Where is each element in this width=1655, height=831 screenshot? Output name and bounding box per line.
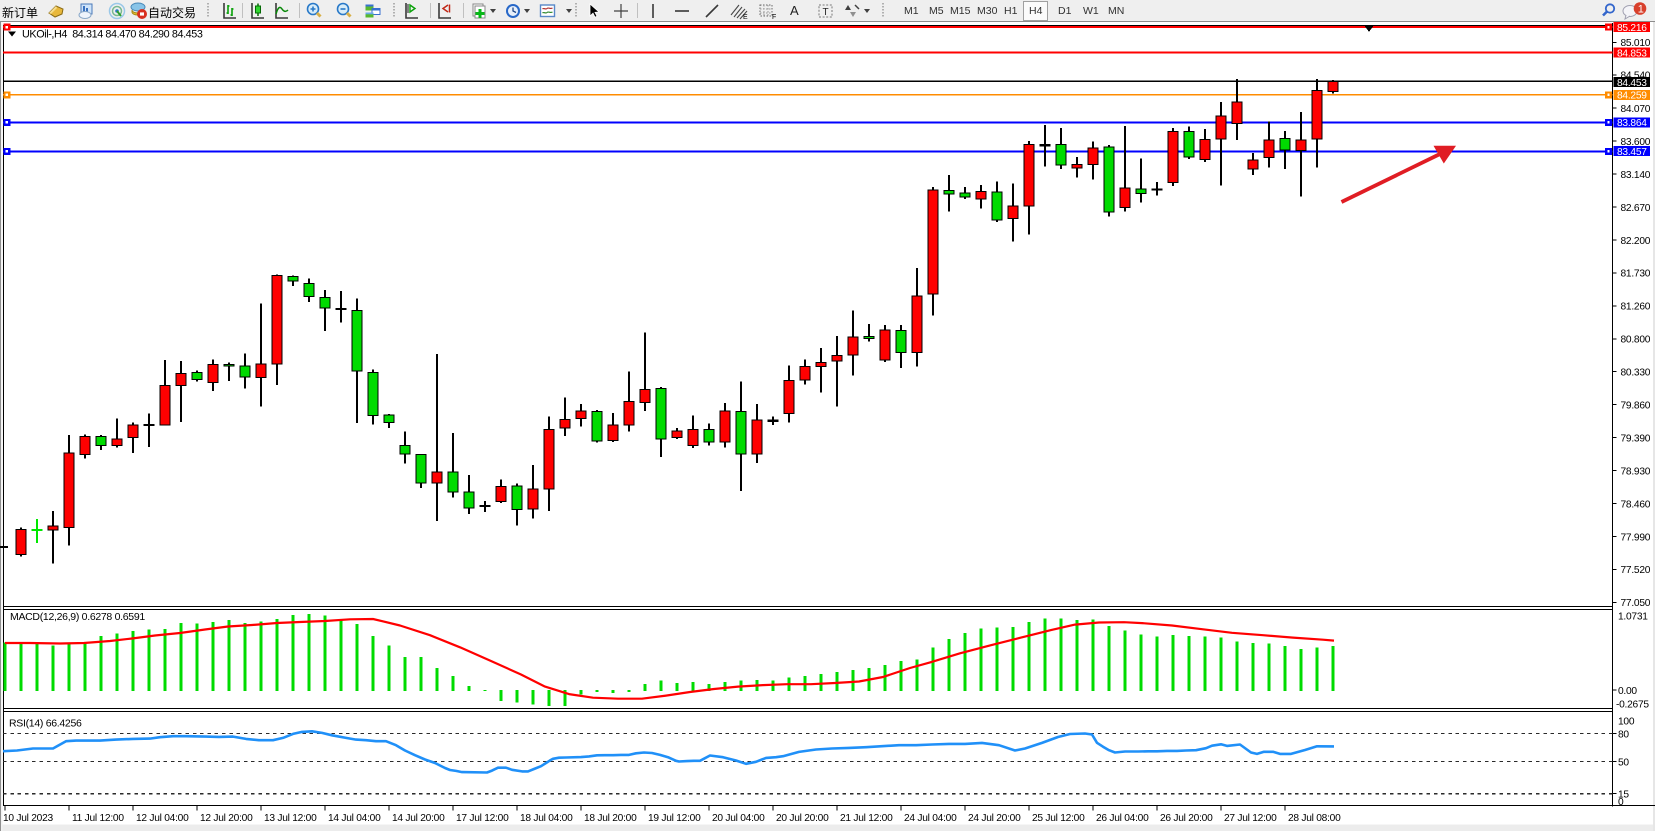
svg-text:83.600: 83.600	[1621, 137, 1651, 148]
svg-text:79.860: 79.860	[1621, 401, 1651, 412]
svg-text:F: F	[772, 14, 776, 20]
svg-text:12 Jul 04:00: 12 Jul 04:00	[136, 813, 189, 824]
svg-text:85.216: 85.216	[1617, 23, 1647, 34]
svg-text:0: 0	[1618, 797, 1624, 808]
svg-text:12 Jul 20:00: 12 Jul 20:00	[200, 813, 253, 824]
svg-text:18 Jul 04:00: 18 Jul 04:00	[520, 813, 573, 824]
svg-text:RSI(14) 66.4256: RSI(14) 66.4256	[9, 717, 82, 729]
svg-text:78.930: 78.930	[1621, 466, 1651, 477]
svg-text:77.990: 77.990	[1621, 532, 1651, 543]
svg-text:19 Jul 12:00: 19 Jul 12:00	[648, 813, 701, 824]
svg-text:80: 80	[1618, 729, 1629, 740]
svg-text:77.520: 77.520	[1621, 565, 1651, 576]
svg-text:14 Jul 04:00: 14 Jul 04:00	[328, 813, 381, 824]
svg-text:82.200: 82.200	[1621, 236, 1651, 247]
svg-text:21 Jul 12:00: 21 Jul 12:00	[840, 813, 893, 824]
svg-text:0.00: 0.00	[1618, 686, 1637, 697]
svg-text:84.853: 84.853	[1617, 48, 1647, 59]
svg-text:77.050: 77.050	[1621, 598, 1651, 609]
svg-text:83.864: 83.864	[1617, 118, 1647, 129]
svg-text:84.453: 84.453	[1617, 78, 1647, 89]
svg-text:T: T	[823, 7, 829, 18]
svg-text:25 Jul 12:00: 25 Jul 12:00	[1032, 813, 1085, 824]
svg-text:83.140: 83.140	[1621, 170, 1651, 181]
svg-text:80.800: 80.800	[1621, 335, 1651, 346]
svg-text:78.460: 78.460	[1621, 499, 1651, 510]
svg-text:17 Jul 12:00: 17 Jul 12:00	[456, 813, 509, 824]
svg-text:18 Jul 20:00: 18 Jul 20:00	[584, 813, 637, 824]
svg-text:80.330: 80.330	[1621, 368, 1651, 379]
svg-text:84.540: 84.540	[1621, 71, 1651, 82]
svg-text:10 Jul 2023: 10 Jul 2023	[3, 813, 54, 824]
svg-text:82.670: 82.670	[1621, 203, 1651, 214]
svg-text:20 Jul 04:00: 20 Jul 04:00	[712, 813, 765, 824]
svg-text:24 Jul 04:00: 24 Jul 04:00	[904, 813, 957, 824]
svg-text:26 Jul 04:00: 26 Jul 04:00	[1096, 813, 1149, 824]
svg-text:1: 1	[1638, 4, 1644, 16]
svg-text:13 Jul 12:00: 13 Jul 12:00	[264, 813, 317, 824]
svg-text:84.259: 84.259	[1617, 91, 1647, 102]
svg-text:84.070: 84.070	[1621, 104, 1651, 115]
svg-text:UKOil-,H4 84.314 84.470 84.29: UKOil-,H4 84.314 84.470 84.290 84.453	[22, 29, 203, 41]
svg-text:50: 50	[1618, 757, 1629, 768]
svg-text:28 Jul 08:00: 28 Jul 08:00	[1288, 813, 1341, 824]
svg-text:1.0731: 1.0731	[1618, 611, 1648, 622]
svg-text:MACD(12,26,9) 0.6278 0.6591: MACD(12,26,9) 0.6278 0.6591	[10, 611, 145, 623]
svg-text:11 Jul 12:00: 11 Jul 12:00	[72, 813, 124, 824]
svg-text:-0.2675: -0.2675	[1616, 700, 1649, 711]
svg-text:24 Jul 20:00: 24 Jul 20:00	[968, 813, 1021, 824]
svg-text:E: E	[743, 14, 748, 20]
svg-text:27 Jul 12:00: 27 Jul 12:00	[1224, 813, 1277, 824]
svg-text:81.260: 81.260	[1621, 302, 1651, 313]
svg-text:20 Jul 20:00: 20 Jul 20:00	[776, 813, 829, 824]
svg-text:79.390: 79.390	[1621, 433, 1651, 444]
svg-text:15: 15	[1618, 790, 1629, 801]
svg-text:100: 100	[1618, 717, 1635, 728]
svg-text:85.010: 85.010	[1621, 38, 1651, 49]
svg-text:14 Jul 20:00: 14 Jul 20:00	[392, 813, 445, 824]
svg-text:83.457: 83.457	[1617, 147, 1647, 158]
svg-text:81.730: 81.730	[1621, 269, 1651, 280]
svg-text:26 Jul 20:00: 26 Jul 20:00	[1160, 813, 1213, 824]
